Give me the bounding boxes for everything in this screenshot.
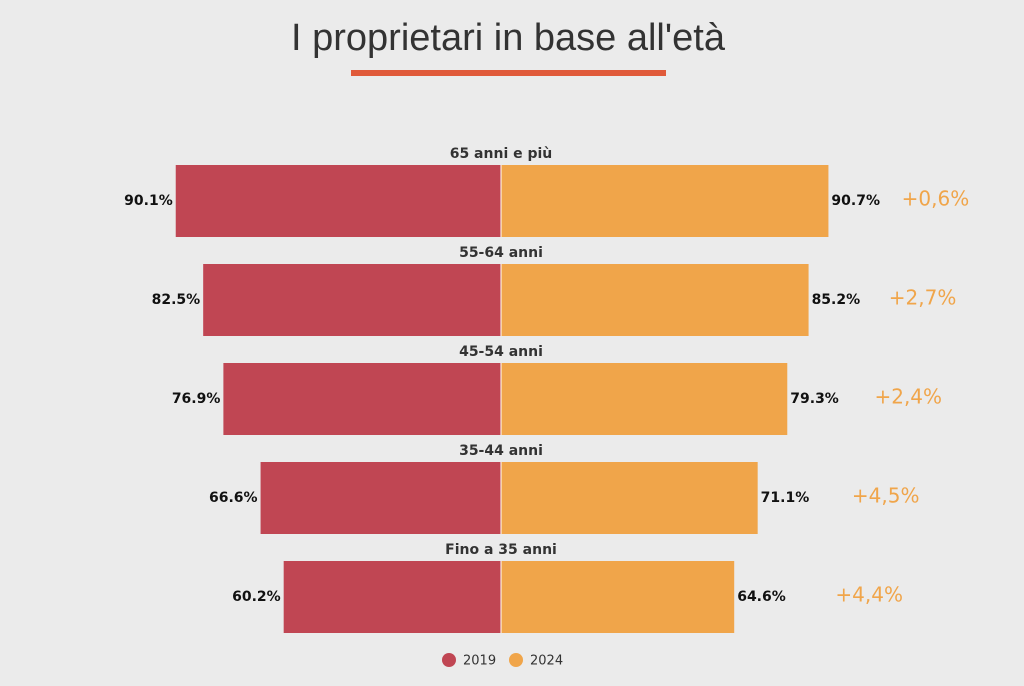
change-label: +0,6%: [902, 187, 970, 211]
bar: [283, 561, 501, 633]
bar: [501, 462, 758, 534]
title-underline: [351, 70, 666, 76]
category-label: 45-54 anni: [459, 344, 543, 360]
value-label: 79.3%: [790, 391, 839, 407]
legend-label: 2024: [530, 654, 563, 669]
category-label: 65 anni e più: [450, 146, 553, 162]
bar: [223, 363, 502, 435]
change-label: +4,5%: [852, 484, 920, 508]
bar: [501, 264, 809, 336]
bar: [501, 165, 829, 237]
legend-marker: [509, 653, 523, 667]
value-label: 71.1%: [761, 490, 810, 506]
bar: [501, 561, 735, 633]
value-label: 90.1%: [124, 193, 173, 209]
value-label: 66.6%: [209, 490, 258, 506]
category-label: 35-44 anni: [459, 443, 543, 459]
category-label: 55-64 anni: [459, 245, 543, 261]
category-label: Fino a 35 anni: [445, 542, 557, 558]
change-label: +2,7%: [889, 286, 957, 310]
value-label: 60.2%: [232, 589, 281, 605]
value-label: 64.6%: [737, 589, 786, 605]
legend-marker: [442, 653, 456, 667]
value-label: 85.2%: [812, 292, 861, 308]
bar: [203, 264, 502, 336]
change-label: +4,4%: [835, 583, 903, 607]
value-label: 90.7%: [831, 193, 880, 209]
legend-label: 2019: [463, 654, 496, 669]
bar: [175, 165, 501, 237]
value-label: 82.5%: [152, 292, 201, 308]
bar: [260, 462, 501, 534]
chart-title: I proprietari in base all'età: [291, 17, 726, 59]
value-label: 76.9%: [172, 391, 221, 407]
change-label: +2,4%: [874, 385, 942, 409]
bar: [501, 363, 788, 435]
